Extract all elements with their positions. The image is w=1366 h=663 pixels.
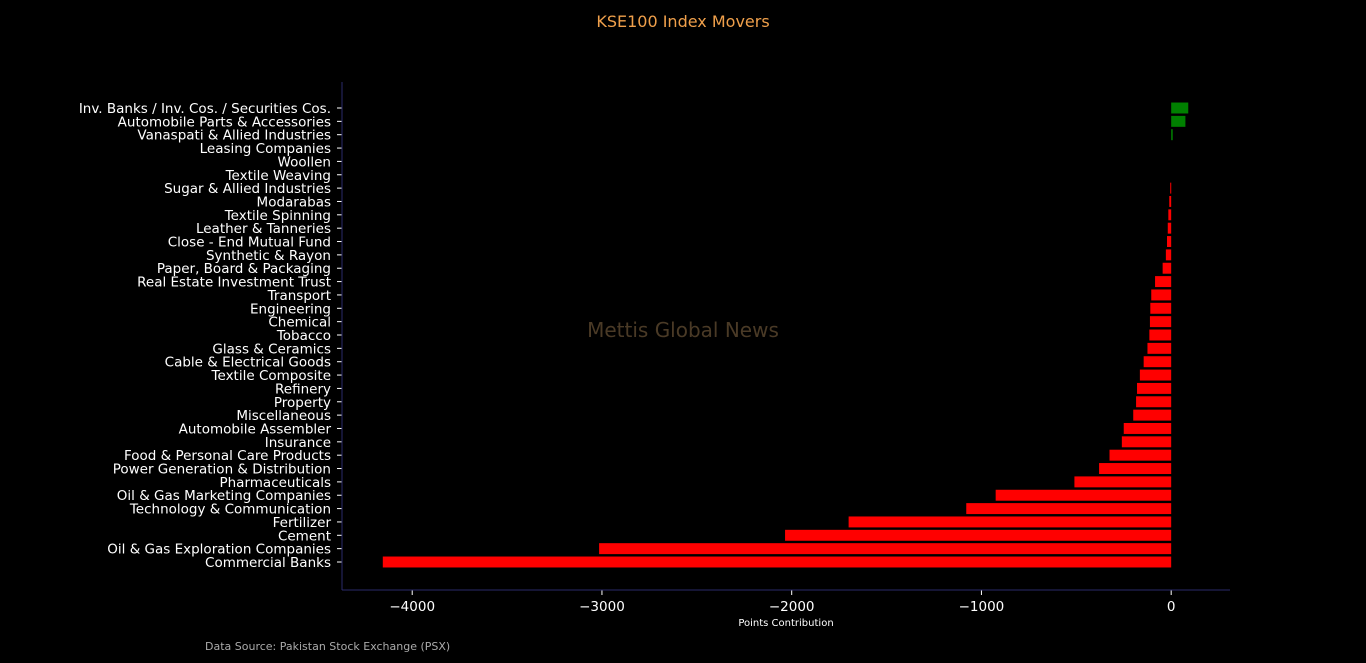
x-axis-label: Points Contribution — [738, 618, 833, 629]
bar — [1099, 463, 1172, 475]
bar — [1151, 289, 1172, 301]
bar — [1123, 422, 1172, 434]
category-label: Textile Spinning — [224, 208, 331, 224]
bar — [1150, 302, 1172, 314]
category-label: Chemical — [268, 315, 331, 331]
x-tick-label: −1000 — [959, 599, 1005, 615]
bar — [1149, 316, 1172, 328]
category-label: Leather & Tanneries — [196, 221, 331, 237]
bar — [1171, 115, 1186, 127]
x-tick-label: −2000 — [769, 599, 815, 615]
bar — [1167, 222, 1172, 234]
category-label: Miscellaneous — [236, 408, 331, 424]
category-label: Refinery — [275, 381, 331, 397]
bar — [1109, 449, 1172, 461]
category-label: Transport — [267, 288, 331, 304]
bar — [1121, 436, 1172, 448]
category-label: Technology & Communication — [129, 502, 331, 518]
bar — [785, 529, 1172, 541]
category-label: Property — [274, 395, 331, 411]
bar — [995, 489, 1172, 501]
category-label: Food & Personal Care Products — [124, 448, 331, 464]
category-label: Vanaspati & Allied Industries — [137, 128, 331, 144]
category-label: Woollen — [278, 154, 331, 170]
bar — [1170, 182, 1172, 194]
category-label: Cable & Electrical Goods — [165, 355, 331, 371]
x-tick-label: −4000 — [389, 599, 435, 615]
bar — [1147, 342, 1172, 354]
bar — [1149, 329, 1172, 341]
bar — [1136, 396, 1172, 408]
category-label: Textile Weaving — [225, 168, 331, 184]
category-label: Oil & Gas Exploration Companies — [107, 542, 331, 558]
bar — [1137, 382, 1172, 394]
bar — [382, 556, 1172, 568]
category-label: Insurance — [265, 435, 331, 451]
category-label: Fertilizer — [273, 515, 332, 531]
x-tick-label: 0 — [1167, 599, 1176, 615]
category-label: Power Generation & Distribution — [113, 462, 331, 478]
bar — [1165, 249, 1172, 261]
bar — [1155, 276, 1172, 288]
category-label: Inv. Banks / Inv. Cos. / Securities Cos. — [79, 101, 331, 117]
bar — [1074, 476, 1172, 488]
watermark: Mettis Global News — [587, 318, 779, 342]
category-label: Cement — [278, 528, 331, 544]
bar — [1169, 195, 1172, 207]
bar — [1133, 409, 1172, 421]
category-label: Textile Composite — [211, 368, 331, 384]
category-label: Glass & Ceramics — [212, 341, 331, 357]
category-label: Automobile Parts & Accessories — [118, 114, 331, 130]
data-source: Data Source: Pakistan Stock Exchange (PS… — [205, 640, 450, 653]
bar — [599, 543, 1172, 555]
category-label: Engineering — [250, 301, 331, 317]
category-label: Close - End Mutual Fund — [168, 235, 331, 251]
x-tick-label: −3000 — [579, 599, 625, 615]
bar — [1143, 356, 1172, 368]
chart-title: KSE100 Index Movers — [596, 12, 769, 31]
category-label: Tobacco — [276, 328, 331, 344]
category-label: Automobile Assembler — [179, 421, 332, 437]
category-label: Oil & Gas Marketing Companies — [117, 488, 331, 504]
category-label: Leasing Companies — [200, 141, 331, 157]
bar — [1167, 236, 1172, 248]
category-label: Paper, Board & Packaging — [157, 261, 331, 277]
category-label: Modarabas — [257, 194, 331, 210]
bar — [1171, 129, 1173, 141]
category-label: Commercial Banks — [205, 555, 331, 571]
bar — [1171, 102, 1189, 114]
bar — [1162, 262, 1172, 274]
bars-group — [382, 102, 1189, 568]
category-label: Synthetic & Rayon — [206, 248, 331, 264]
bar — [1168, 209, 1172, 221]
category-label: Pharmaceuticals — [219, 475, 331, 491]
category-labels: Inv. Banks / Inv. Cos. / Securities Cos.… — [79, 101, 342, 571]
category-label: Sugar & Allied Industries — [164, 181, 331, 197]
bar — [1139, 369, 1172, 381]
bar — [966, 503, 1172, 515]
x-axis-ticks: −4000 −3000 −2000 −1000 0 — [389, 590, 1175, 615]
bar — [848, 516, 1172, 528]
category-label: Real Estate Investment Trust — [137, 275, 331, 291]
